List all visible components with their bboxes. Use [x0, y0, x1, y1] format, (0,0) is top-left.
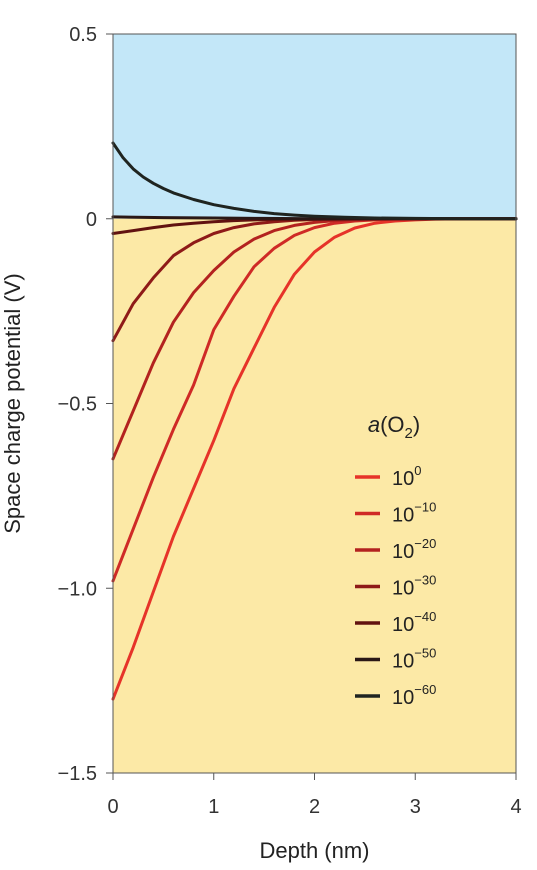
legend-title-close: ) — [413, 412, 420, 437]
legend-label: 10−30 — [392, 573, 436, 600]
x-tick-label: 0 — [107, 796, 118, 818]
y-tick-label: −1.0 — [58, 578, 97, 600]
region-0 — [113, 34, 516, 219]
legend-label: 10−20 — [392, 536, 436, 563]
y-tick-label: 0 — [86, 209, 97, 231]
plot-regions — [113, 34, 516, 773]
y-tick-label: 0.5 — [69, 24, 97, 46]
legend-item: 10−40 — [355, 609, 436, 636]
x-tick-label: 2 — [309, 796, 320, 818]
legend-item: 10−20 — [355, 536, 436, 563]
y-axis: 0.5 0 −0.5 −1.0 −1.5 — [58, 24, 113, 785]
legend-label: 10−10 — [392, 500, 436, 527]
legend-title-open: (O — [380, 412, 404, 437]
legend-item: 10−60 — [355, 682, 436, 709]
legend-label: 10−40 — [392, 609, 436, 636]
legend-item: 10−10 — [355, 500, 436, 527]
y-tick-label: −0.5 — [58, 394, 97, 416]
legend-title-sub: 2 — [405, 425, 413, 442]
legend-item: 100 — [355, 463, 421, 490]
legend: 100 10−10 10−20 10−30 10−40 10−50 10−60 — [355, 463, 436, 709]
x-tick-label: 1 — [208, 796, 219, 818]
x-tick-label: 3 — [410, 796, 421, 818]
x-axis: 0 1 2 3 4 — [107, 772, 522, 818]
y-axis-label: Space charge potential (V) — [0, 273, 25, 534]
legend-label: 100 — [392, 463, 421, 490]
x-axis-label: Depth (nm) — [259, 838, 369, 863]
series-lines — [111, 141, 518, 701]
legend-label: 10−50 — [392, 646, 436, 673]
y-tick-label: −1.5 — [58, 763, 97, 785]
region-1 — [113, 218, 516, 773]
legend-title: a(O2) — [368, 412, 420, 442]
legend-item: 10−50 — [355, 646, 436, 673]
legend-title-base: a — [368, 412, 380, 437]
legend-item: 10−30 — [355, 573, 436, 600]
series-line-6 — [111, 141, 518, 221]
x-tick-label: 4 — [510, 796, 521, 818]
legend-label: 10−60 — [392, 682, 436, 709]
